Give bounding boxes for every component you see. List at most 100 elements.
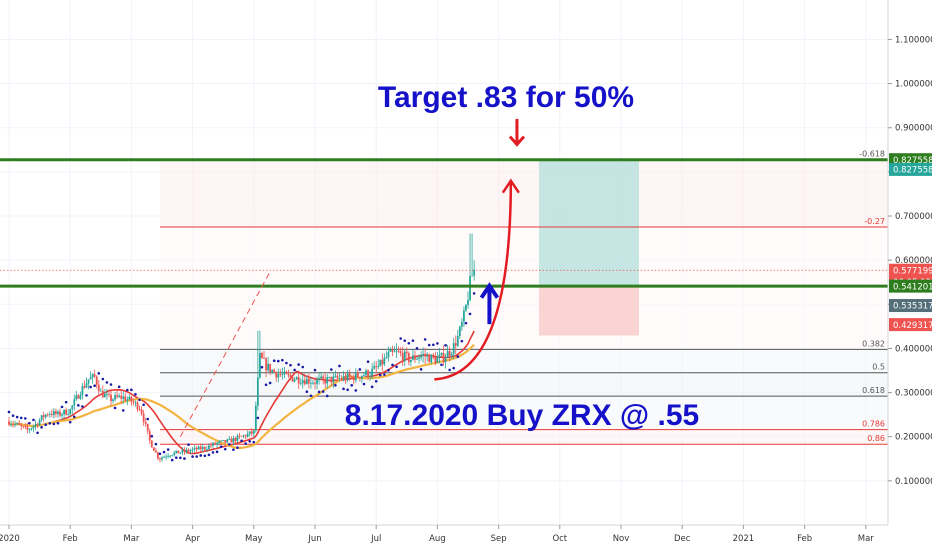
buy-arrow-head [479, 282, 500, 299]
candle-body [407, 353, 410, 363]
candle-body [242, 435, 245, 437]
candle-body [295, 377, 298, 380]
sar-dot [211, 451, 215, 454]
sar-dot [399, 337, 402, 340]
candle-body [175, 450, 178, 453]
parabolic-sar [7, 292, 476, 462]
candle-body [101, 390, 104, 398]
sar-dot [138, 398, 141, 402]
candle-body [189, 450, 192, 452]
price-tick-label: 0.700000 [895, 212, 932, 222]
candle-body [391, 349, 394, 352]
price-tags: 0.8275580.8275580.57719906:05:120.541201… [889, 153, 932, 332]
candle-body [30, 428, 33, 430]
sar-dot [7, 410, 11, 414]
candle-body [197, 446, 200, 450]
candle-body [112, 399, 114, 402]
candle-body [81, 386, 84, 396]
fib-label: 0.86 [867, 434, 885, 443]
sar-dot [248, 439, 252, 443]
candle-body [18, 423, 21, 425]
candle-body [93, 374, 96, 377]
candle-body [44, 414, 47, 418]
sar-dot [419, 368, 423, 371]
candle-body [26, 426, 29, 430]
sar-dot [285, 361, 288, 365]
sar-dot [350, 383, 354, 387]
sar-dot [28, 421, 31, 425]
stop-zone [539, 286, 639, 336]
price-tick-label: 0.100000 [895, 477, 932, 487]
sar-dot [374, 379, 378, 383]
candle-body [397, 350, 400, 352]
fib-zone [160, 396, 888, 430]
sar-dot [391, 363, 394, 367]
sar-dot [293, 368, 296, 372]
sar-dot [383, 373, 386, 376]
sar-dot [207, 453, 211, 457]
price-tag [889, 263, 932, 277]
candle-body [75, 395, 78, 400]
sar-dot [154, 442, 158, 446]
candle-body [179, 452, 182, 454]
candle-body [320, 376, 323, 379]
candle-body [244, 435, 247, 437]
sar-dot [97, 372, 101, 375]
sar-dot [362, 382, 366, 386]
fib-label: -0.27 [864, 217, 885, 226]
price-tag-label: 0.827558 [893, 166, 932, 176]
candle-body [218, 441, 221, 443]
candle-body [246, 433, 249, 437]
sar-dot [162, 450, 166, 454]
candle-body [454, 343, 457, 346]
sar-dot [117, 385, 121, 389]
time-axis[interactable]: 2020 Feb Mar Apr May Jun Jul Aug Sep Oct Nov Dec 202… [0, 524, 888, 544]
candle-body [281, 374, 284, 376]
candle-body [356, 372, 359, 378]
buy-annotation: 8.17.2020 Buy ZRX @ .55 [345, 399, 699, 432]
sar-dot [126, 388, 129, 392]
candle-body [214, 442, 216, 445]
candle-body [193, 447, 196, 450]
candle-body [261, 352, 263, 358]
sar-dot [448, 368, 451, 372]
candle-body [342, 376, 345, 380]
candle-body [303, 380, 306, 385]
sar-dot [321, 390, 325, 393]
candle-body [34, 423, 37, 427]
projection-arrowhead [501, 178, 520, 194]
candle-body [385, 357, 388, 358]
candle-body [312, 382, 314, 384]
time-tick-label: Aug [429, 534, 446, 544]
candle-body [138, 409, 141, 411]
candle-body [136, 402, 139, 410]
candle-body [216, 442, 218, 445]
candle-body [289, 375, 292, 378]
candle-body [234, 437, 237, 441]
price-tag [889, 318, 932, 332]
sar-dot [297, 363, 300, 366]
sar-dot [240, 439, 243, 443]
sar-dot [109, 383, 113, 386]
candle-body [434, 357, 437, 363]
candle-body [256, 377, 259, 406]
sar-dot [411, 339, 415, 342]
candle-body [154, 450, 157, 453]
candle-body [144, 421, 147, 424]
sar-dot [187, 443, 190, 446]
sar-dot [456, 355, 460, 358]
candle-body [91, 374, 94, 378]
candle-body [220, 440, 223, 442]
fib-zone [160, 372, 888, 397]
candle-body [361, 375, 363, 379]
candle-body [399, 351, 402, 354]
candle-body [10, 424, 12, 425]
fib-label: 0.5 [872, 363, 885, 372]
sar-dot [93, 384, 96, 388]
candle-body [65, 409, 68, 415]
sar-dot [134, 392, 137, 396]
candle-body [299, 383, 302, 385]
sar-dot [203, 454, 207, 458]
candle-body [458, 326, 461, 337]
